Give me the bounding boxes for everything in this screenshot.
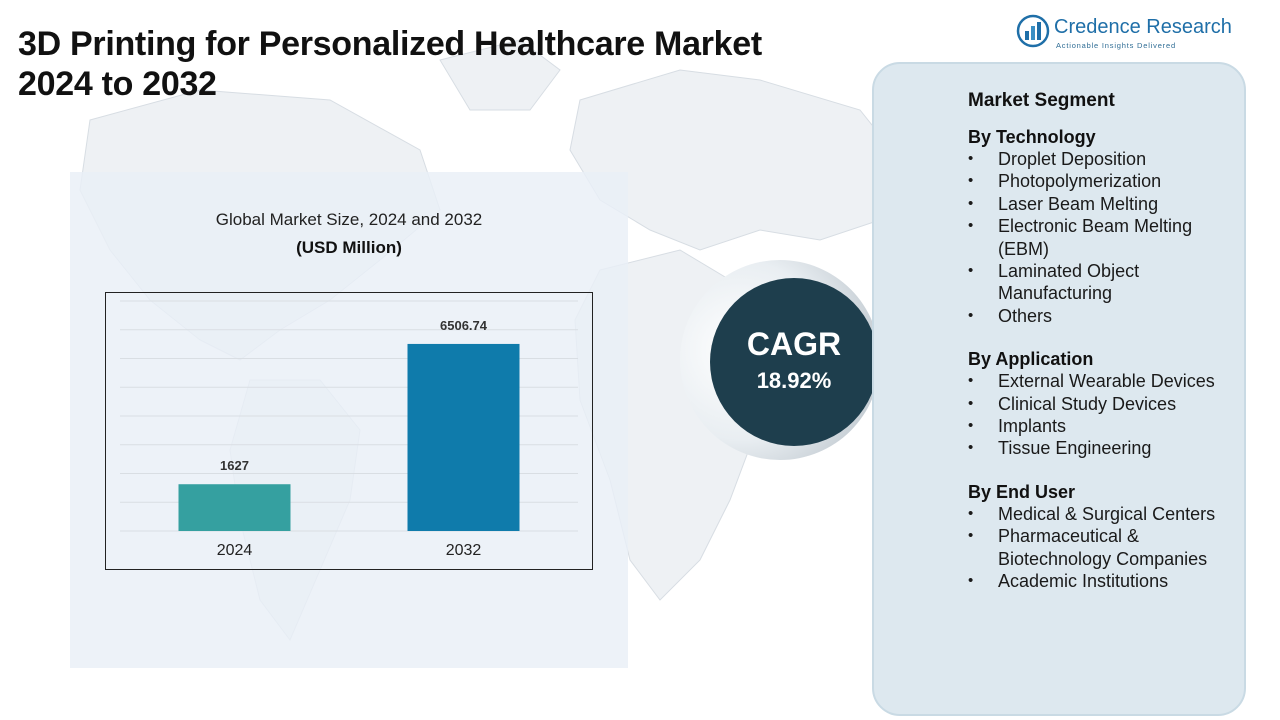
cagr-label: CAGR [746,326,842,362]
segment-list: External Wearable DevicesClinical Study … [968,370,1238,460]
segment-item: Others [968,305,1238,328]
logo-name: Credence Research [1054,16,1232,38]
category-label: 2032 [446,542,482,559]
segment-item: Photopolymerization [968,170,1238,193]
title-line-1: 3D Printing for Personalized Healthcare … [18,25,762,63]
bar-chart: 1627 2024 6506.74 2032 [120,300,578,559]
segment-item: Laser Beam Melting [968,193,1238,216]
bar-2024 [178,484,291,531]
segment-item: Droplet Deposition [968,148,1238,171]
cagr-value: 18.92% [756,368,832,393]
company-logo: Credence Research Actionable Insights De… [1016,14,1236,50]
segment-item: Implants [968,415,1238,438]
data-label: 1627 [220,458,249,473]
chart-frame: 1627 2024 6506.74 2032 [105,292,593,570]
segment-group-title: By End User [968,481,1076,502]
segment-group-title: By Technology [968,127,1096,147]
segment-item: Pharmaceutical & Biotechnology Companies [968,525,1238,570]
page-title: 3D Printing for Personalized Healthcare … [18,24,878,104]
data-label: 6506.74 [440,318,488,333]
logo-tagline: Actionable Insights Delivered [1056,41,1176,50]
segment-item: Academic Institutions [968,570,1238,593]
segment-item: Medical & Surgical Centers [968,503,1238,526]
bar-chart-logo-icon [1016,14,1050,48]
segment-group-title: By Application [968,349,1094,370]
category-label: 2024 [217,542,253,559]
segment-item: Clinical Study Devices [968,393,1238,416]
market-segment-heading: Market Segment [968,90,1115,111]
chart-subtitle: (USD Million) [296,238,402,257]
segment-item: External Wearable Devices [968,370,1238,393]
segment-item: Tissue Engineering [968,437,1238,460]
bar-2032 [407,343,520,531]
segment-list: Medical & Surgical CentersPharmaceutical… [968,503,1238,593]
market-segment-content: Market Segment By TechnologyDroplet Depo… [968,90,1238,614]
cagr-badge: CAGR 18.92% [710,278,878,446]
chart-panel: Global Market Size, 2024 and 2032 (USD M… [70,172,628,668]
chart-title: Global Market Size, 2024 and 2032 [215,210,483,229]
title-line-2: 2024 to 2032 [18,65,217,103]
market-segment-panel: Market Segment By TechnologyDroplet Depo… [872,62,1246,716]
segment-item: Laminated Object Manufacturing [968,260,1238,305]
segment-list: Droplet DepositionPhotopolymerizationLas… [968,148,1238,328]
segment-item: Electronic Beam Melting (EBM) [968,215,1238,260]
